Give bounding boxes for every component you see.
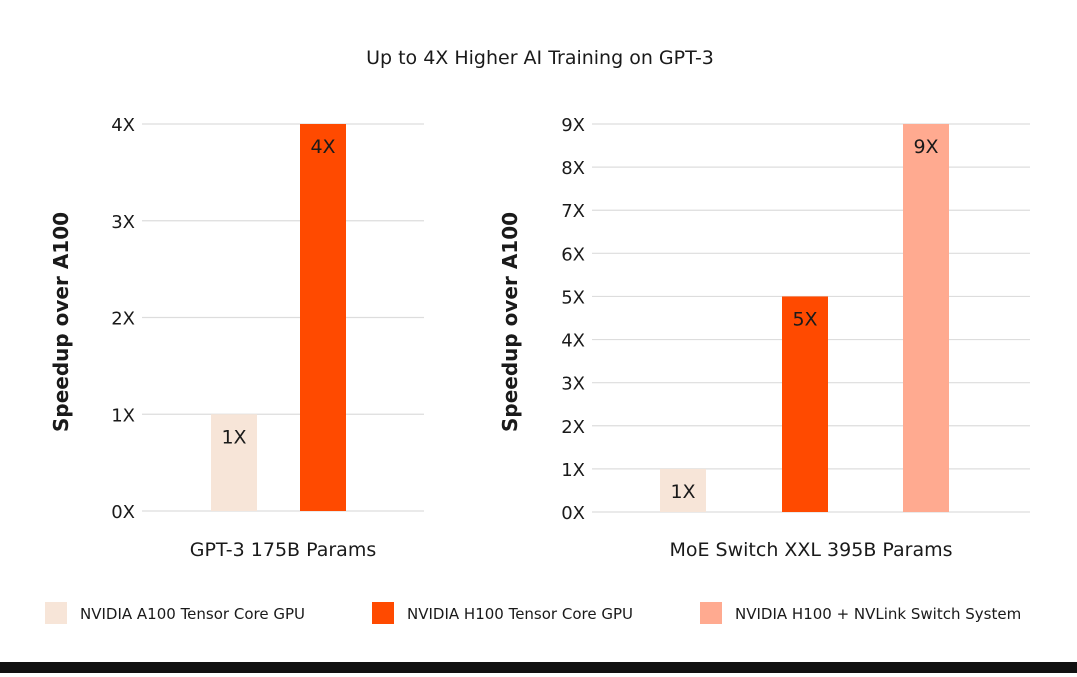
y-tick-label: 5X	[561, 287, 585, 308]
data-label: 9X	[913, 136, 938, 158]
y-tick-label: 7X	[561, 201, 585, 222]
legend-swatch	[372, 602, 394, 624]
legend-label: NVIDIA H100 + NVLink Switch System	[735, 605, 1021, 623]
y-tick-label: 2X	[561, 417, 585, 438]
y-tick-label: 6X	[561, 244, 585, 265]
legend-item-a100: NVIDIA A100 Tensor Core GPU	[45, 602, 305, 624]
y-tick-label: 3X	[561, 374, 585, 395]
legend-item-h100: NVIDIA H100 Tensor Core GPU	[372, 602, 633, 624]
legend-label: NVIDIA H100 Tensor Core GPU	[407, 605, 633, 623]
data-label: 4X	[310, 136, 335, 158]
bar-h100	[300, 124, 346, 511]
y-tick-label: 4X	[561, 331, 585, 352]
data-label: 5X	[792, 308, 817, 330]
charts-layer: 0X 1X 2X 3X 4X Speedup over A100 GPT-3 175B Pa…	[49, 115, 1030, 561]
y-tick-label: 9X	[561, 115, 585, 136]
chart-panel-1: 0X 1X 2X 3X 4X Speedup over A100 GPT-3 175B Pa…	[49, 115, 424, 561]
legend-item-nvlink: NVIDIA H100 + NVLink Switch System	[700, 602, 1021, 624]
y-tick-label: 0X	[561, 503, 585, 524]
y-tick-label: 8X	[561, 158, 585, 179]
y-tick-label: 4X	[111, 115, 135, 136]
bar-a100	[211, 414, 257, 511]
data-label: 1X	[221, 426, 246, 448]
y-tick-label: 3X	[111, 212, 135, 233]
y-tick-label: 1X	[111, 405, 135, 426]
legend: NVIDIA A100 Tensor Core GPU NVIDIA H100 T…	[45, 602, 1021, 624]
x-axis-label: MoE Switch XXL 395B Params	[669, 539, 952, 561]
y-tick-label: 1X	[561, 460, 585, 481]
y-tick-label: 2X	[111, 309, 135, 330]
chart-title: Up to 4X Higher AI Training on GPT-3	[366, 47, 714, 69]
data-label: 1X	[670, 481, 695, 503]
chart-panel-2: 0X 1X 2X 3X 4X 5X 6X 7X 8X 9X Speedup over A100 MoE…	[498, 115, 1030, 561]
legend-swatch	[45, 602, 67, 624]
y-axis-label: Speedup over A100	[498, 212, 522, 432]
bottom-bar	[0, 662, 1077, 673]
y-axis-label: Speedup over A100	[49, 212, 73, 432]
y-tick-label: 0X	[111, 502, 135, 523]
x-axis-label: GPT-3 175B Params	[190, 539, 376, 561]
bar-nvlink	[903, 124, 949, 512]
legend-swatch	[700, 602, 722, 624]
bar-h100	[782, 296, 828, 512]
bar-a100	[660, 468, 706, 512]
legend-label: NVIDIA A100 Tensor Core GPU	[80, 605, 305, 623]
